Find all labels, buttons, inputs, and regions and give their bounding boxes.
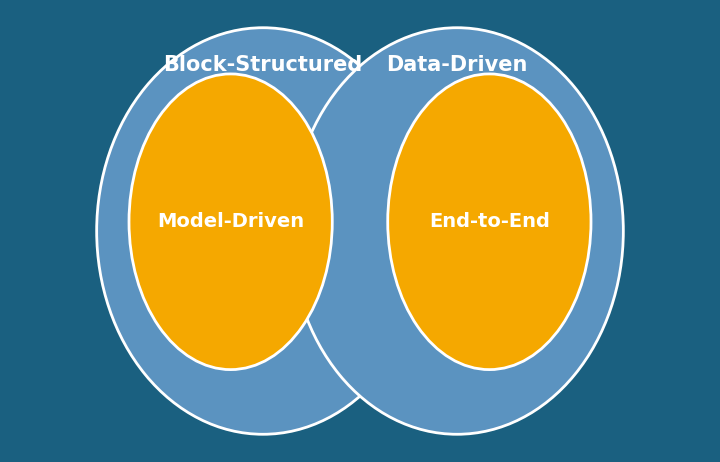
Ellipse shape [129,74,332,370]
Ellipse shape [96,28,429,434]
Ellipse shape [387,74,591,370]
Text: End-to-End: End-to-End [429,212,550,231]
Text: Block-Structured: Block-Structured [163,55,363,75]
Text: Model-Driven: Model-Driven [157,212,305,231]
Text: Data-Driven: Data-Driven [387,55,528,75]
Ellipse shape [291,28,624,434]
